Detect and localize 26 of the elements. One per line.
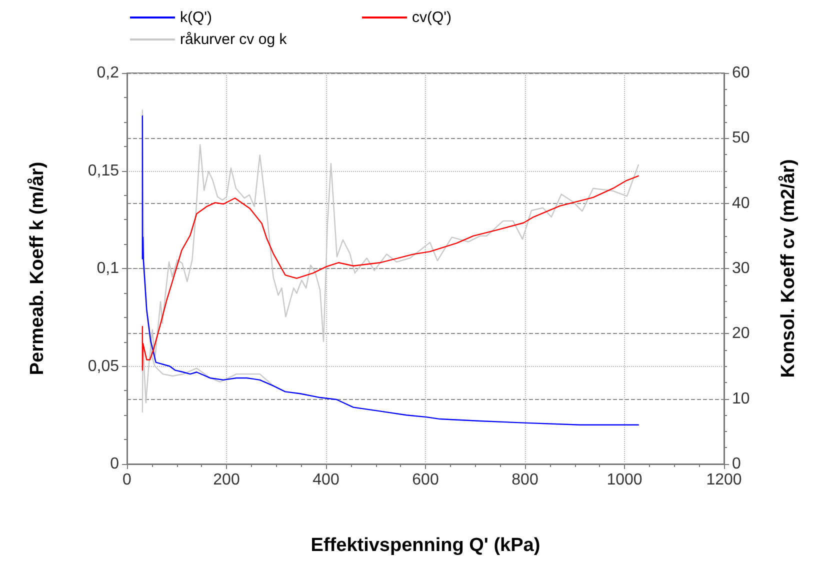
- y2-tick-label: 20: [732, 325, 750, 342]
- legend-label: cv(Q'): [412, 9, 452, 26]
- y-tick-label: 0,15: [88, 162, 120, 180]
- y-tick-label: 0: [110, 456, 120, 472]
- x-tick-label: 800: [512, 472, 538, 488]
- line-series: [142, 175, 640, 371]
- legend-label: k(Q'): [180, 9, 212, 26]
- y2-tick-label: 50: [732, 130, 750, 147]
- x-tick-label: 400: [312, 472, 340, 488]
- x-tick-label: 0: [122, 472, 132, 488]
- y-tick-label: 0,05: [88, 358, 120, 375]
- x-axis-title: Effektivspenning Q' (kPa): [310, 535, 540, 556]
- y2-tick-label: 0: [732, 456, 741, 472]
- x-tick-label: 200: [213, 472, 240, 488]
- x-tick-label: 1200: [706, 472, 742, 488]
- y2-tick-label: 40: [732, 194, 750, 212]
- y-tick-label: 0,2: [96, 64, 120, 82]
- y2-tick-label: 60: [732, 64, 750, 82]
- y-tick-label: 0,1: [96, 260, 120, 277]
- y2-tick-label: 10: [732, 390, 750, 408]
- x-tick-label: 1000: [606, 472, 642, 488]
- y2-axis-title: Konsol. Koeff cv (m2/år): [778, 159, 799, 378]
- y2-tick-label: 30: [732, 260, 750, 277]
- legend-label: råkurver cv og k: [180, 31, 288, 48]
- x-tick-label: 600: [412, 472, 439, 488]
- y-axis-title: Permeab. Koeff k (m/år): [27, 162, 48, 376]
